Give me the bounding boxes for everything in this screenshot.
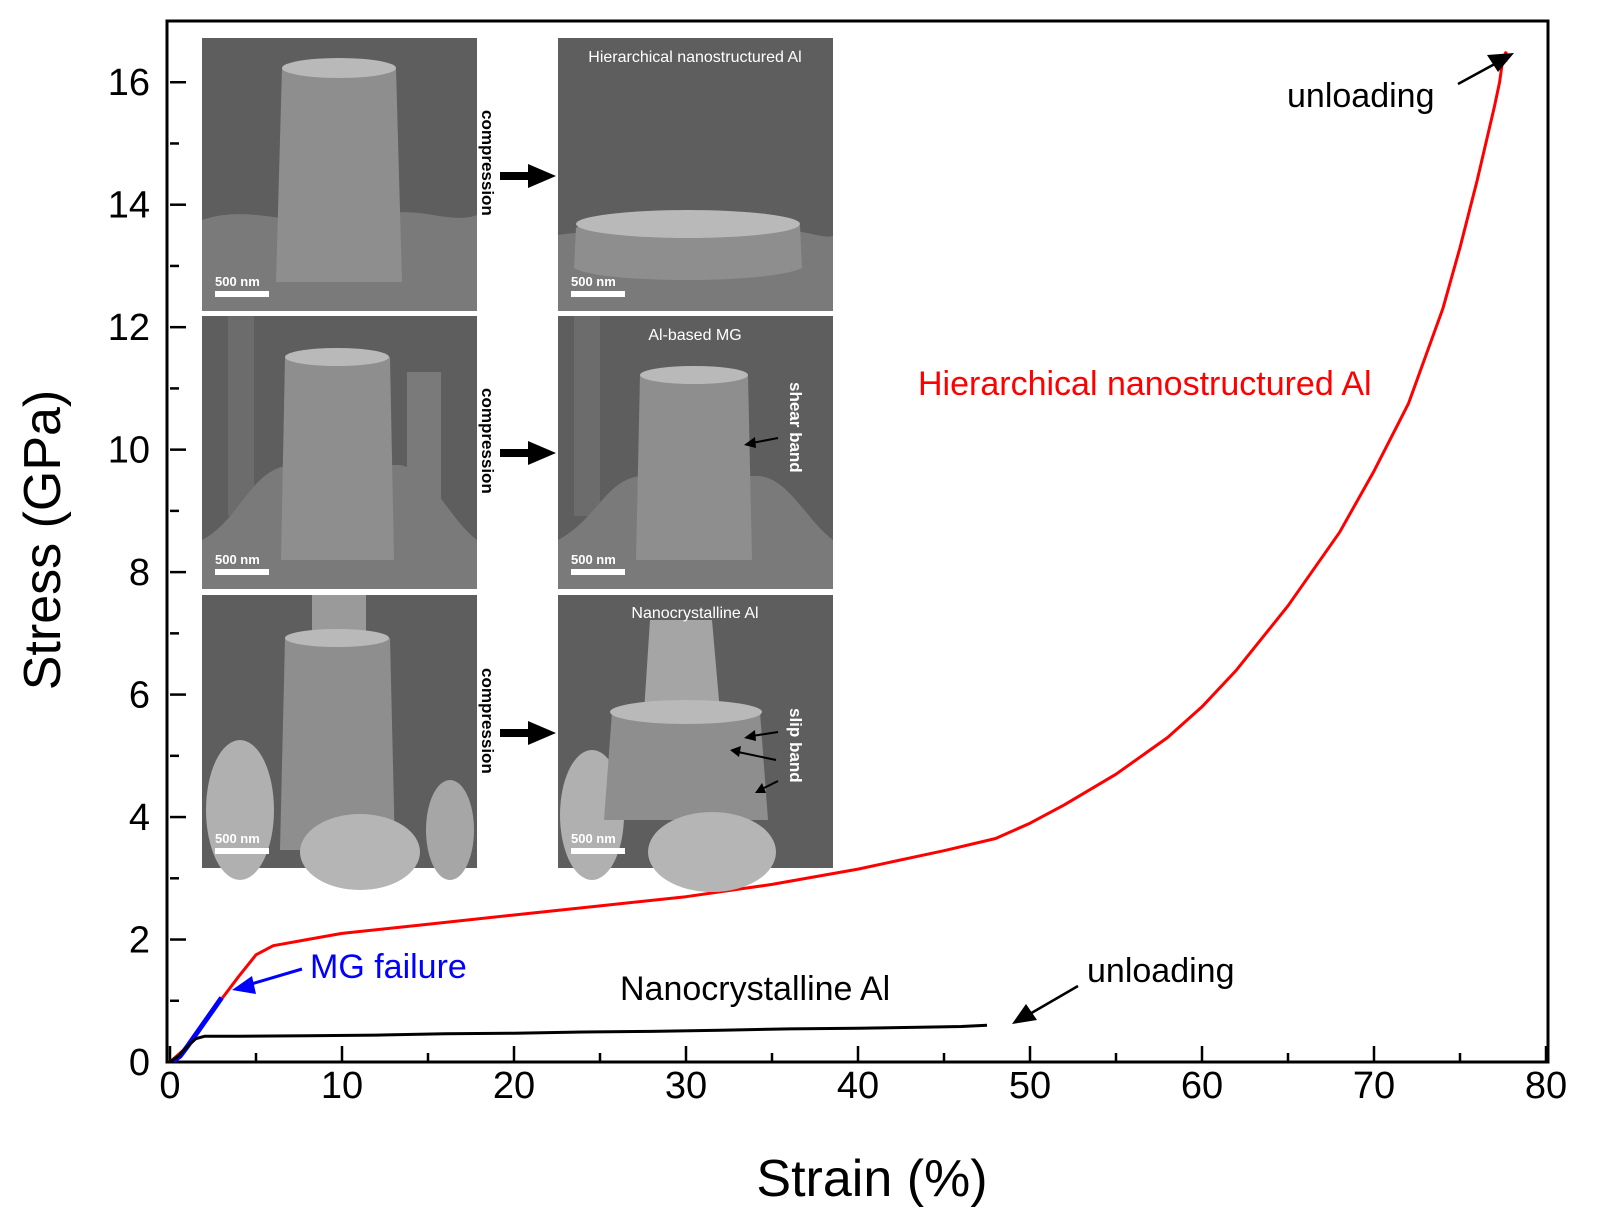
sem-inset: 500 nm compression Hierarchical nanostru… — [202, 38, 833, 892]
series-line-al-based-mg — [171, 996, 224, 1063]
y-tick-label: 8 — [129, 552, 150, 594]
y-axis-title: Stress (GPa) — [14, 390, 72, 691]
sem-caption: Al-based MG — [648, 327, 741, 344]
axis-ticks — [168, 19, 1548, 1064]
y-tick-label: 10 — [108, 430, 150, 472]
y-tick-label: 16 — [108, 62, 150, 104]
sem-caption: Nanocrystalline Al — [631, 605, 758, 622]
sem-image-after: Nanocrystalline Al slip band 500 nm — [558, 595, 833, 892]
x-tick-label: 20 — [493, 1065, 535, 1107]
hierarchical-label: Hierarchical nanostructured Al — [918, 365, 1372, 403]
sem-image-before: 500 nm — [202, 38, 477, 311]
sem-image-before: 500 nm — [202, 316, 477, 589]
slip-band-label: slip band — [786, 708, 805, 783]
y-tick-label: 12 — [108, 307, 150, 349]
compression-label: compression — [478, 668, 497, 774]
y-tick-label: 4 — [129, 797, 150, 839]
scale-label: 500 nm — [571, 552, 616, 567]
sem-row-hierarchical: 500 nm compression Hierarchical nanostru… — [202, 38, 833, 311]
unloading-bottom-label: unloading — [1087, 952, 1234, 990]
sem-image-after: Al-based MG shear band 500 nm — [558, 316, 833, 589]
sem-image-before: 500 nm — [202, 595, 477, 890]
shear-band-label: shear band — [786, 382, 805, 473]
x-tick-label: 10 — [321, 1065, 363, 1107]
x-tick-label: 50 — [1009, 1065, 1051, 1107]
scale-label: 500 nm — [215, 274, 260, 289]
compression-arrow — [500, 721, 556, 745]
unloading-bottom-arrow — [1012, 984, 1079, 1024]
sem-image-after: Hierarchical nanostructured Al 500 nm — [558, 38, 833, 311]
x-axis-title: Strain (%) — [756, 1150, 987, 1208]
axis-tick-labels: 0 10 20 30 40 50 60 70 80 0 2 4 6 8 10 12 14 16 — [108, 62, 1567, 1107]
x-tick-label: 80 — [1525, 1065, 1567, 1107]
series-line-nanocrystalline-al — [169, 1023, 988, 1064]
nanocrystalline-label: Nanocrystalline Al — [620, 970, 890, 1008]
series-layer — [169, 50, 1508, 1064]
sem-row-nanocrystalline: 500 nm compression Nanocrystalline Al sl… — [202, 595, 833, 892]
y-tick-label: 0 — [129, 1042, 150, 1084]
scale-label: 500 nm — [215, 831, 260, 846]
scale-label: 500 nm — [571, 274, 616, 289]
x-tick-label: 70 — [1353, 1065, 1395, 1107]
x-tick-label: 40 — [837, 1065, 879, 1107]
scale-label: 500 nm — [571, 831, 616, 846]
mg-failure-arrow — [232, 967, 303, 994]
compression-label: compression — [478, 110, 497, 216]
y-tick-label: 2 — [129, 920, 150, 962]
x-tick-label: 0 — [159, 1065, 180, 1107]
scale-label: 500 nm — [215, 552, 260, 567]
series-line-hierarchical-nanostructured-al — [169, 50, 1508, 1064]
y-tick-label: 14 — [108, 185, 150, 227]
x-tick-label: 60 — [1181, 1065, 1223, 1107]
compression-arrow — [500, 441, 556, 465]
sem-caption: Hierarchical nanostructured Al — [588, 49, 801, 66]
mg-failure-label: MG failure — [310, 948, 467, 986]
compression-arrow — [500, 164, 556, 188]
sem-row-mg: 500 nm compression Al-based MG shear ban… — [202, 316, 833, 589]
x-tick-label: 30 — [665, 1065, 707, 1107]
unloading-top-label: unloading — [1287, 77, 1434, 115]
unloading-top-arrow — [1457, 53, 1514, 86]
compression-label: compression — [478, 388, 497, 494]
y-tick-label: 6 — [129, 675, 150, 717]
